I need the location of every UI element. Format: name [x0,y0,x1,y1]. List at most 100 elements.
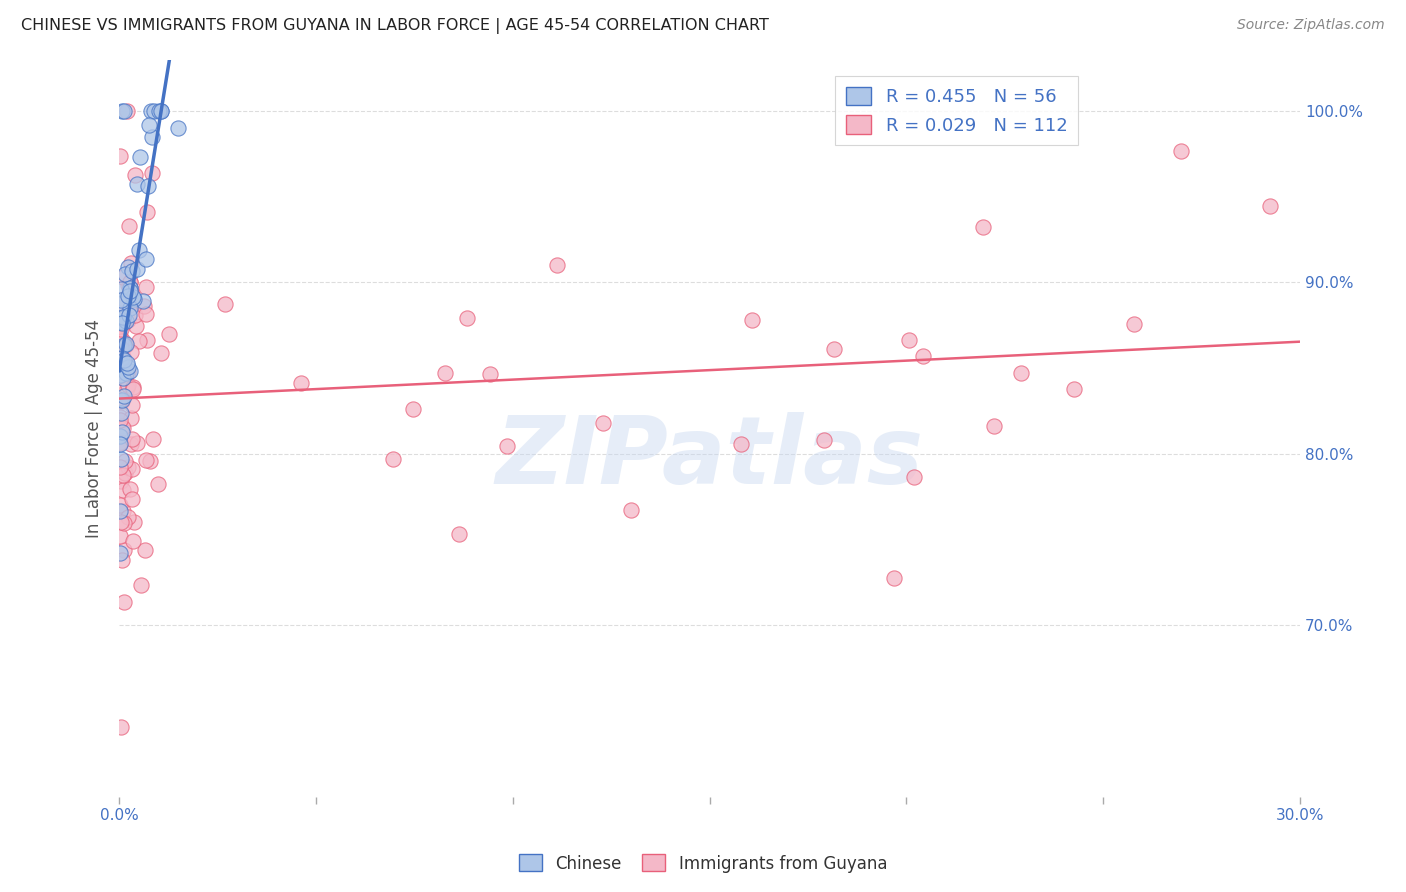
Point [110,435,132,450]
Point [117,278,139,293]
Point [139,454,162,468]
Point [112,389,135,403]
Point [136,178,159,193]
Point [108,546,131,560]
Text: Source: ZipAtlas.com: Source: ZipAtlas.com [1237,18,1385,32]
Point [111,103,134,118]
Point [1122,317,1144,331]
Point [1010,366,1032,380]
Point [141,166,163,180]
Point [434,367,457,381]
Point [112,316,135,330]
Point [214,297,236,311]
Point [112,542,135,557]
Point [108,429,131,443]
Text: CHINESE VS IMMIGRANTS FROM GUYANA IN LABOR FORCE | AGE 45-54 CORRELATION CHART: CHINESE VS IMMIGRANTS FROM GUYANA IN LAB… [21,18,769,34]
Point [972,219,994,234]
Point [546,258,568,272]
Point [110,368,132,382]
Point [114,467,136,481]
Point [120,411,142,425]
Point [115,337,138,351]
Point [136,333,159,347]
Point [143,103,166,118]
Point [110,341,132,355]
Point [135,453,157,467]
Point [112,371,135,385]
Point [117,359,139,374]
Point [108,368,131,382]
Point [112,299,135,313]
Legend: Chinese, Immigrants from Guyana: Chinese, Immigrants from Guyana [512,847,894,880]
Point [112,483,135,498]
Point [111,317,134,331]
Point [111,315,134,329]
Point [120,482,142,496]
Point [150,346,173,360]
Point [120,345,142,359]
Point [111,270,134,285]
Point [121,264,143,278]
Point [110,365,132,379]
Point [121,288,143,302]
Point [110,515,132,529]
Point [110,149,132,163]
Point [112,311,135,326]
Point [479,367,502,381]
Point [135,252,157,266]
Point [592,416,614,430]
Point [108,296,131,310]
Point [115,103,138,118]
Point [125,319,148,334]
Point [108,498,131,512]
Point [112,504,135,518]
Point [128,244,150,258]
Point [883,571,905,585]
Point [127,436,149,450]
Point [141,130,163,145]
Point [110,720,132,734]
Point [149,103,172,118]
Point [983,418,1005,433]
Point [157,326,180,341]
Point [117,510,139,524]
Point [108,409,131,424]
Point [122,515,145,529]
Point [108,528,131,542]
Point [110,334,132,348]
Point [111,394,134,409]
Point [110,474,132,488]
Point [110,451,132,466]
Point [112,103,135,118]
Point [139,103,162,118]
Point [111,310,134,324]
Point [112,293,135,307]
Point [620,503,643,517]
Point [122,382,145,396]
Point [111,334,134,348]
Point [129,578,152,592]
Point [121,432,143,446]
Point [903,470,925,484]
Point [108,435,131,450]
Point [118,275,141,289]
Point [120,281,142,295]
Point [124,168,146,182]
Point [122,290,145,304]
Point [823,343,845,357]
Point [120,256,142,270]
Point [117,308,139,322]
Point [110,406,132,420]
Point [110,321,132,335]
Point [111,393,134,408]
Point [121,380,143,394]
Point [132,299,155,313]
Point [911,349,934,363]
Point [111,371,134,385]
Point [122,533,145,548]
Point [110,314,132,328]
Point [111,351,134,365]
Point [117,260,139,275]
Point [138,118,160,132]
Point [382,452,405,467]
